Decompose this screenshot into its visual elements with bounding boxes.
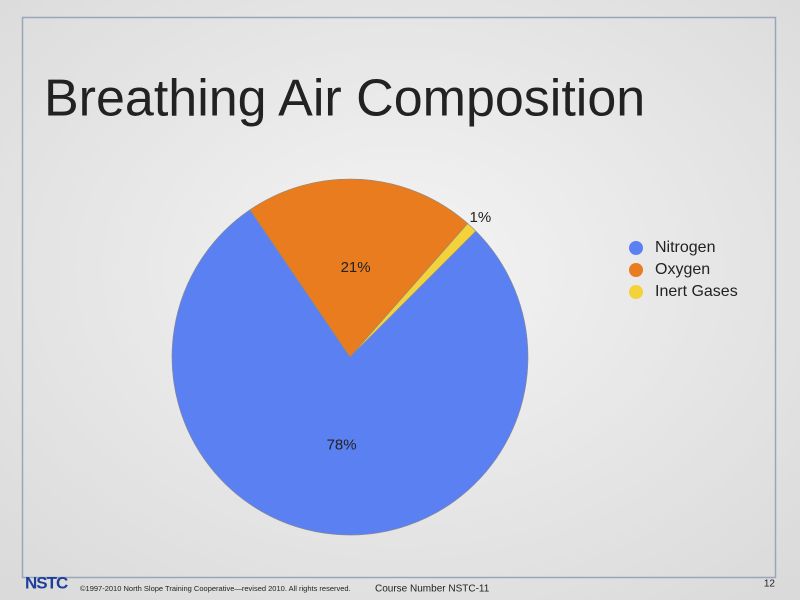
legend: Nitrogen Oxygen Inert Gases — [629, 239, 738, 300]
legend-swatch — [629, 285, 643, 299]
logo: NSTC — [25, 573, 68, 592]
frame — [21, 16, 777, 579]
legend-swatch — [629, 263, 643, 277]
pie: 78% 21% 1% — [171, 178, 529, 536]
pie-slice — [249, 178, 469, 358]
legend-label: Inert Gases — [655, 283, 738, 300]
data-label: 1% — [470, 209, 492, 226]
course-number: Course Number NSTC-11 — [375, 584, 490, 595]
pie-slice — [349, 223, 477, 358]
legend-label: Nitrogen — [655, 239, 715, 256]
copyright: ©1997-2010 North Slope Training Cooperat… — [80, 584, 351, 593]
data-label: 21% — [341, 259, 371, 276]
data-label: 78% — [327, 437, 357, 454]
legend-label: Oxygen — [655, 261, 710, 278]
page-number: 12 — [764, 579, 776, 590]
legend-swatch — [629, 241, 643, 255]
pie-slice — [171, 209, 529, 536]
chart-title: Breathing Air Composition — [44, 70, 645, 128]
